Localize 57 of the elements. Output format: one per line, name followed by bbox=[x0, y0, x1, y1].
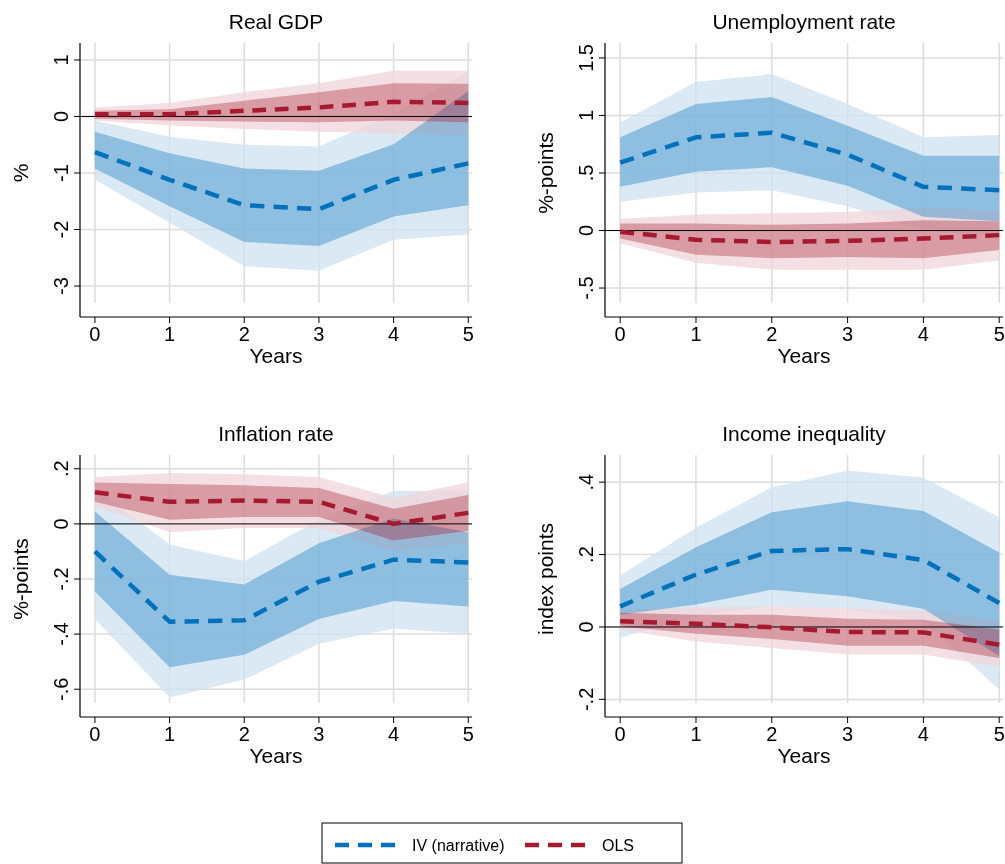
y-tick-label: 0 bbox=[50, 518, 72, 530]
y-tick-label: -3 bbox=[50, 277, 72, 295]
y-tick-label: -.6 bbox=[50, 677, 72, 701]
x-tick-label: 0 bbox=[614, 723, 626, 745]
x-axis-title: Years bbox=[777, 344, 831, 367]
y-tick-label: .2 bbox=[575, 546, 597, 563]
y-tick-label: .2 bbox=[50, 460, 72, 478]
x-tick-label: 3 bbox=[842, 323, 854, 345]
y-tick-label: -.4 bbox=[50, 622, 72, 646]
x-tick-label: 1 bbox=[164, 323, 176, 345]
y-tick-label: -.2 bbox=[575, 687, 597, 712]
chart-title: Inflation rate bbox=[218, 422, 334, 445]
chart-title: Real GDP bbox=[228, 10, 324, 33]
y-tick-label: -2 bbox=[50, 220, 72, 239]
y-tick-label: 0 bbox=[50, 110, 72, 123]
x-tick-label: 1 bbox=[690, 323, 702, 345]
x-tick-label: 4 bbox=[388, 723, 400, 745]
y-tick-label: .5 bbox=[575, 164, 597, 182]
legend-label: OLS bbox=[602, 837, 635, 854]
y-axis-title: % bbox=[9, 163, 32, 183]
x-tick-label: 5 bbox=[993, 323, 1005, 345]
x-tick-label: 2 bbox=[238, 723, 250, 745]
y-tick-label: 1.5 bbox=[575, 44, 597, 72]
x-axis-title: Years bbox=[777, 744, 831, 767]
y-tick-label: -.2 bbox=[50, 567, 72, 591]
x-tick-label: 3 bbox=[842, 723, 854, 745]
x-tick-label: 4 bbox=[917, 323, 929, 345]
chart-title: Income inequality bbox=[722, 422, 887, 445]
x-tick-label: 2 bbox=[238, 323, 250, 345]
legend-label: IV (narrative) bbox=[412, 837, 505, 854]
x-tick-label: 2 bbox=[766, 723, 778, 745]
x-tick-label: 1 bbox=[690, 723, 702, 745]
x-tick-label: 5 bbox=[462, 723, 474, 745]
x-tick-label: 4 bbox=[388, 323, 400, 345]
y-axis-title: %-points bbox=[534, 132, 557, 214]
x-tick-label: 0 bbox=[89, 323, 101, 345]
x-tick-label: 3 bbox=[313, 723, 325, 745]
x-tick-label: 5 bbox=[993, 723, 1005, 745]
chart-title: Unemployment rate bbox=[712, 10, 896, 33]
y-tick-label: 1 bbox=[575, 109, 597, 122]
x-tick-label: 3 bbox=[313, 323, 325, 345]
y-tick-label: -1 bbox=[50, 164, 72, 182]
x-tick-label: 5 bbox=[462, 323, 474, 345]
y-tick-label: 1 bbox=[50, 54, 72, 66]
y-axis-title: %-points bbox=[9, 538, 32, 620]
x-tick-label: 2 bbox=[766, 323, 778, 345]
x-tick-label: 4 bbox=[917, 723, 929, 745]
y-tick-label: -.5 bbox=[575, 276, 597, 300]
x-tick-label: 0 bbox=[89, 723, 101, 745]
y-tick-label: .4 bbox=[575, 473, 597, 491]
x-axis-title: Years bbox=[249, 344, 303, 367]
y-tick-label: 0 bbox=[575, 224, 597, 237]
y-tick-label: 0 bbox=[575, 621, 597, 633]
x-axis-title: Years bbox=[249, 744, 303, 767]
x-tick-label: 0 bbox=[614, 323, 626, 345]
y-axis-title: index points bbox=[534, 522, 557, 636]
x-tick-label: 1 bbox=[164, 723, 176, 745]
